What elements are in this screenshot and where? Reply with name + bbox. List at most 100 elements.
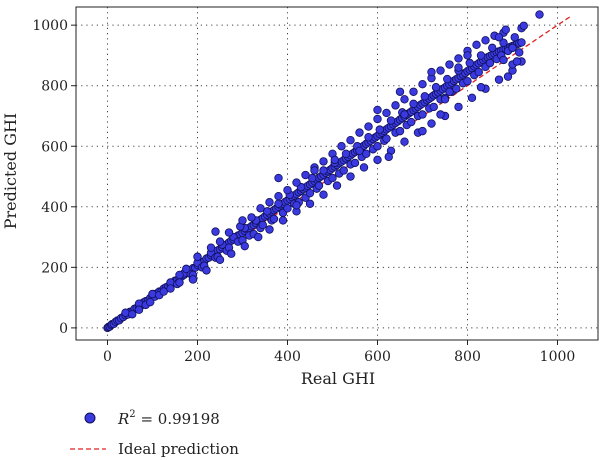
x-tick-label: 600	[364, 349, 391, 365]
x-tick-label: 200	[184, 349, 211, 365]
scatter-point	[337, 142, 346, 151]
scatter-point	[332, 181, 342, 190]
scatter-point	[494, 33, 504, 42]
scatter-point	[508, 43, 517, 53]
scatter-point	[452, 84, 461, 93]
scatter-point	[454, 63, 463, 72]
grid	[76, 7, 598, 340]
scatter-point	[384, 152, 393, 162]
scatter-point	[488, 43, 497, 53]
scatter-point	[319, 157, 328, 166]
scatter-point	[400, 137, 409, 146]
scatter-point	[382, 108, 391, 118]
legend: R2 = 0.99198 Ideal prediction	[70, 409, 239, 458]
scatter-point	[427, 67, 436, 77]
legend-label-r2-superscript: 2	[129, 409, 135, 420]
scatter-point	[346, 172, 355, 181]
scatter-point	[429, 102, 438, 112]
scatter-point	[359, 163, 369, 172]
scatter-point	[292, 178, 301, 187]
scatter-point	[364, 122, 373, 131]
scatter-point	[258, 220, 267, 230]
scatter-point	[481, 36, 490, 45]
scatter-point	[175, 270, 184, 280]
scatter-point	[431, 83, 441, 92]
scatter-point	[265, 198, 274, 207]
scatter-point	[373, 155, 382, 165]
scatter-point	[373, 114, 382, 124]
scatter-point	[445, 87, 454, 96]
scatter-point	[240, 241, 249, 251]
scatter-point	[535, 10, 544, 19]
scatter-point	[485, 58, 495, 68]
scatter-point	[148, 289, 157, 299]
scatter-point	[463, 76, 472, 86]
scatter-point	[301, 170, 310, 180]
scatter-point	[427, 119, 436, 128]
scatter-point	[283, 185, 292, 195]
scatter-point	[375, 125, 384, 134]
scatter-point	[134, 305, 144, 314]
y-axis-title: Predicted GHI	[1, 113, 20, 229]
scatter-point	[418, 79, 427, 89]
scatter-point	[292, 201, 301, 210]
scatter-point	[454, 102, 463, 112]
scatter-points	[103, 10, 544, 333]
scatter-point	[314, 181, 324, 190]
y-tick-label: 800	[41, 79, 68, 95]
scatter-point	[436, 110, 445, 119]
y-tick-label: 200	[41, 260, 68, 276]
scatter-point	[463, 51, 472, 60]
scatter-point	[503, 72, 513, 81]
scatter-point	[409, 87, 418, 96]
scatter-point	[227, 249, 236, 258]
scatter-point	[420, 92, 429, 101]
scatter-point	[238, 216, 247, 225]
scatter-point	[499, 55, 508, 65]
scatter-point	[206, 243, 216, 252]
scatter-point	[382, 134, 391, 143]
scatter-point	[476, 51, 486, 60]
scatter-point	[350, 158, 360, 168]
scatter-point	[308, 173, 317, 183]
scatter-point	[274, 199, 283, 208]
y-tick-label: 400	[41, 200, 68, 216]
scatter-point	[400, 95, 409, 104]
scatter-point	[373, 142, 382, 151]
scatter-point	[364, 132, 373, 142]
scatter-point	[305, 199, 315, 208]
ideal-prediction-line-layer	[107, 15, 572, 329]
scatter-point	[328, 173, 337, 183]
scatter-point	[395, 126, 405, 136]
x-tick-label: 400	[274, 349, 301, 365]
scatter-point	[400, 110, 409, 119]
scatter-point	[445, 60, 454, 69]
scatter-point	[465, 58, 474, 68]
scatter-point	[499, 38, 508, 47]
scatter-point	[146, 297, 155, 307]
scatter-point	[501, 25, 510, 34]
scatter-point	[407, 117, 416, 127]
scatter-point	[182, 264, 191, 274]
scatter-point	[355, 128, 364, 137]
scatter-point	[454, 54, 463, 63]
scatter-point	[339, 166, 348, 175]
scatter-point	[166, 284, 175, 293]
scatter-point	[121, 308, 130, 317]
scatter-point	[319, 190, 328, 199]
scatter-point	[355, 146, 364, 155]
scatter-point	[269, 214, 279, 224]
scatter-point	[175, 278, 184, 287]
x-tick-label: 800	[454, 349, 481, 365]
legend-label-ideal: Ideal prediction	[118, 440, 239, 458]
plot-frame	[75, 6, 599, 341]
scatter-point	[330, 155, 339, 165]
scatter-point	[256, 204, 265, 213]
x-tick-label: 0	[103, 349, 112, 365]
legend-marker-r2	[84, 412, 96, 424]
scatter-point	[188, 275, 198, 284]
scatter-point	[472, 40, 481, 50]
scatter-point	[519, 21, 528, 30]
scatter-point	[283, 204, 292, 213]
